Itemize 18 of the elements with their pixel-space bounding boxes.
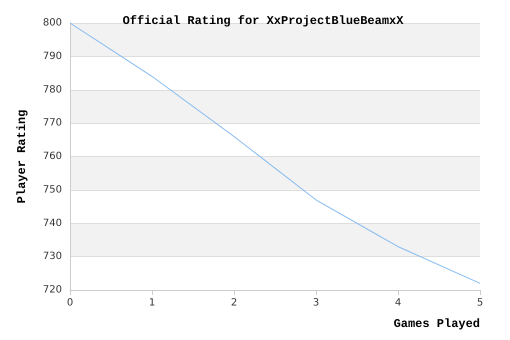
x-tick-label: 1: [148, 298, 156, 308]
x-tick-label: 5: [476, 298, 484, 308]
y-tick-label: 740: [42, 218, 62, 229]
y-axis-title: Player Rating: [15, 110, 29, 204]
x-tick-label: 4: [394, 298, 402, 308]
y-tick-label: 790: [42, 50, 62, 62]
y-tick-label: 770: [42, 118, 62, 129]
chart-title: Official Rating for XxProjectBlueBeamxX: [122, 14, 404, 28]
y-tick-label: 800: [42, 18, 62, 28]
y-tick-label: 750: [42, 184, 62, 196]
y-tick-label: 760: [42, 151, 62, 162]
x-tick-label: 2: [230, 298, 238, 308]
y-tick-label: 730: [42, 251, 62, 262]
y-tick-label: 720: [42, 284, 62, 296]
x-tick-label: 3: [312, 298, 320, 308]
y-tick-label: 780: [42, 84, 62, 96]
x-axis-title: Games Played: [394, 317, 480, 331]
x-tick-label: 0: [66, 298, 74, 308]
